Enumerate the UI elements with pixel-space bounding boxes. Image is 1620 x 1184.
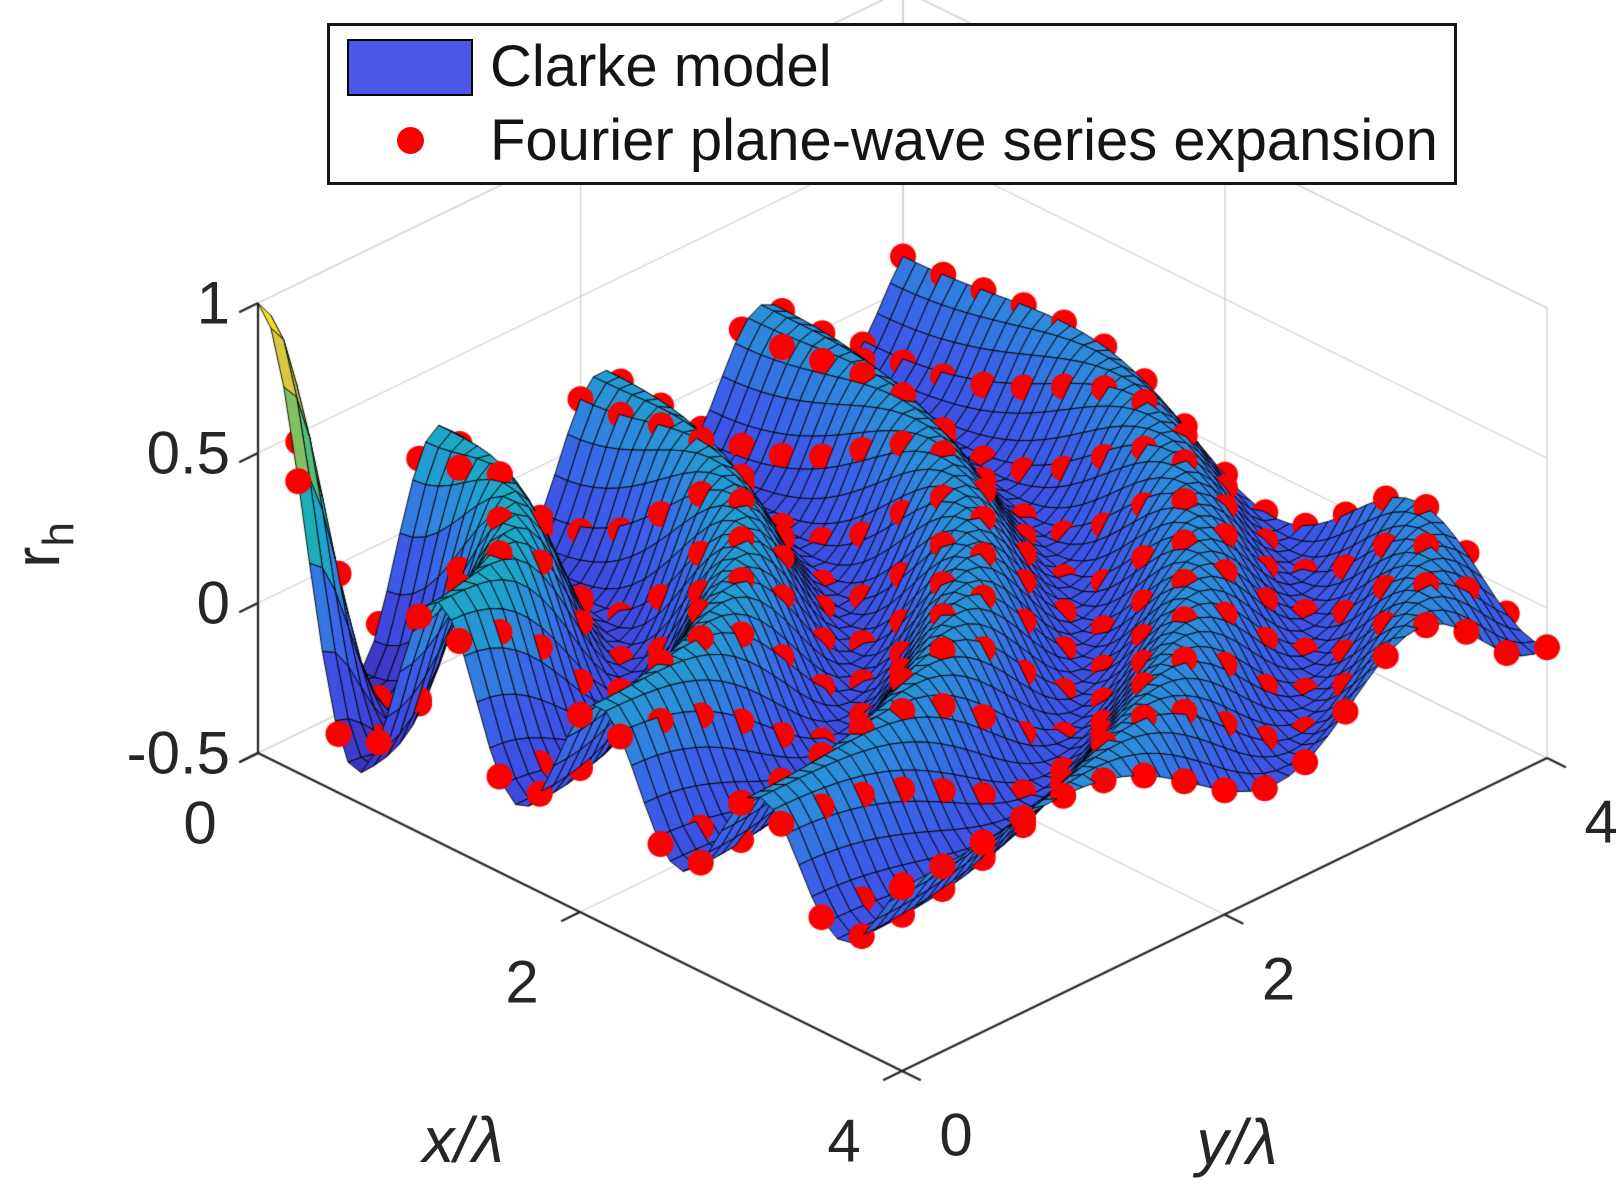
x-tick-label-4: 4 xyxy=(827,1107,861,1175)
legend-label-clarke-model: Clarke model xyxy=(490,34,832,100)
y-axis-label: y/λ xyxy=(1196,1106,1278,1178)
legend-box: Clarke model Fourier plane-wave series e… xyxy=(327,23,1457,185)
z-tick-label--0.5: -0.5 xyxy=(126,719,230,787)
round-marker-icon xyxy=(396,127,424,155)
z-axis-label-base: r xyxy=(1,546,74,568)
z-axis-label: rh xyxy=(0,522,84,568)
legend-label-fourier-expansion: Fourier plane-wave series expansion xyxy=(490,107,1438,173)
z-tick-label-1: 1 xyxy=(196,269,230,337)
legend-item-fourier-expansion: Fourier plane-wave series expansion xyxy=(330,107,1454,173)
legend-icon-area xyxy=(330,127,490,155)
y-tick-label-0: 0 xyxy=(939,1101,973,1169)
x-tick-label-2: 2 xyxy=(505,948,539,1016)
y-tick-label-2: 2 xyxy=(1261,945,1296,1012)
surface-swatch-icon xyxy=(347,38,473,96)
z-tick-label-0: 0 xyxy=(196,569,230,637)
legend-icon-area xyxy=(330,38,490,96)
x-tick-label-0: 0 xyxy=(183,789,217,857)
z-axis-label-subscript: h xyxy=(33,522,83,547)
y-tick-label-4: 4 xyxy=(1584,788,1618,856)
x-axis-label: x/λ xyxy=(422,1104,504,1176)
z-tick-label-0.5: 0.5 xyxy=(146,419,230,487)
legend-item-clarke-model: Clarke model xyxy=(330,35,1454,99)
